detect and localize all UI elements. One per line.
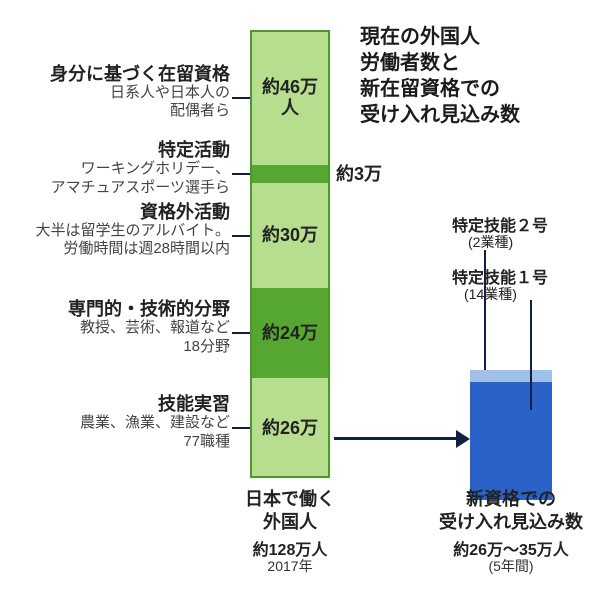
- right-bar-fill: [470, 382, 552, 500]
- bar-value-4: 約26万: [250, 378, 330, 478]
- category-title-3: 専門的・技術的分野: [0, 295, 230, 321]
- left-title: 日本で働く 外国人: [200, 488, 380, 533]
- category-desc-2: 大半は留学生のアルバイト。 労働時間は週28時間以内: [0, 222, 230, 260]
- leader-2: [232, 235, 250, 237]
- arrow-shaft: [334, 437, 458, 440]
- right-bar-top-band: [470, 370, 552, 382]
- right-label-top-sub: (2業種): [468, 232, 513, 252]
- arrow-head: [456, 430, 470, 448]
- category-title-2: 資格外活動: [0, 198, 230, 224]
- category-title-4: 技能実習: [0, 390, 230, 416]
- headline-line-3: 受け入れ見込み数: [360, 102, 520, 128]
- headline-line-1: 労働者数と: [360, 50, 520, 76]
- leader-1: [232, 173, 250, 175]
- right-note: (5年間): [421, 556, 600, 576]
- leader-3: [232, 332, 250, 334]
- bar-value-2: 約30万: [250, 183, 330, 288]
- leader-right-bottom: [530, 300, 532, 410]
- category-desc-3: 教授、芸術、報道など 18分野: [0, 319, 230, 357]
- category-desc-0: 日系人や日本人の 配偶者ら: [0, 84, 230, 122]
- headline-line-0: 現在の外国人: [360, 24, 520, 50]
- headline: 現在の外国人労働者数と新在留資格での受け入れ見込み数: [360, 24, 520, 128]
- leader-0: [232, 97, 250, 99]
- bar-value-3: 約24万: [250, 288, 330, 378]
- right-title: 新資格での 受け入れ見込み数: [421, 488, 600, 533]
- bar-segment-1: [250, 165, 330, 183]
- left-note: 2017年: [200, 556, 380, 576]
- right-label-bottom-sub: (14業種): [464, 284, 517, 304]
- category-title-0: 身分に基づく在留資格: [0, 60, 230, 86]
- headline-line-2: 新在留資格での: [360, 76, 520, 102]
- category-title-1: 特定活動: [0, 136, 230, 162]
- category-desc-4: 農業、漁業、建設など 77職種: [0, 414, 230, 452]
- bar-value-0: 約46万 人: [250, 30, 330, 165]
- category-desc-1: ワーキングホリデー、 アマチュアスポーツ選手ら: [0, 160, 230, 198]
- bar-value-1: 約3万: [336, 165, 396, 183]
- leader-4: [232, 427, 250, 429]
